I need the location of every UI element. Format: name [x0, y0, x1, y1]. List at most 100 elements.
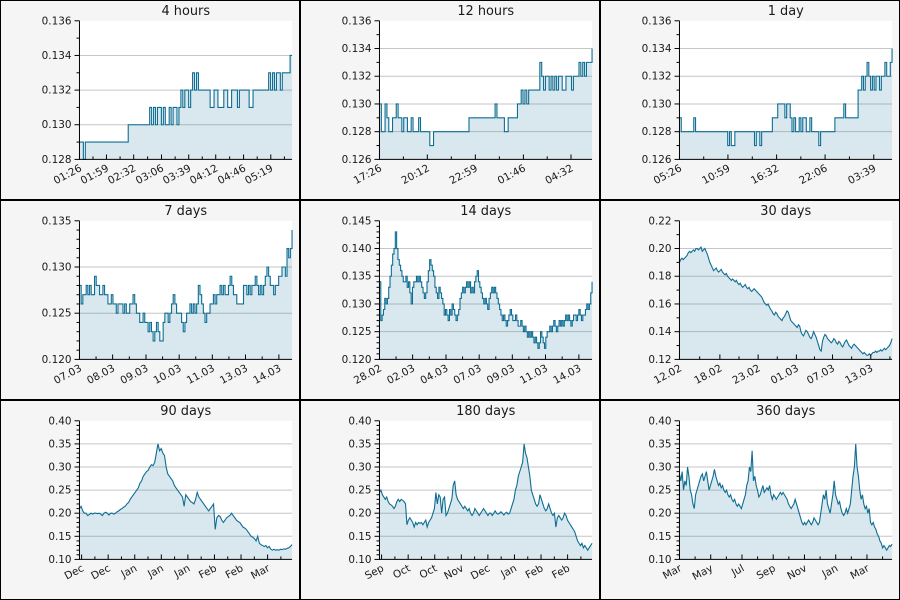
y-tick-label: 0.20 [648, 508, 671, 520]
chart-panel-360-days: 0.10 0.15 0.20 0.25 0.30 0.35 0.40 Mar May Jul Sep… [600, 400, 900, 600]
y-axis-labels: 0.10 0.15 0.20 0.25 0.30 0.35 0.40 [648, 415, 671, 566]
y-tick-label: 0.136 [642, 15, 672, 27]
x-tick-label: Jan [819, 562, 840, 581]
y-tick-label: 0.125 [42, 308, 72, 320]
y-tick-label: 0.128 [342, 126, 372, 138]
y-tick-label: 0.136 [42, 15, 72, 27]
y-axis-labels: 0.120 0.125 0.130 0.135 [42, 215, 72, 366]
y-tick-label: 0.134 [42, 50, 72, 62]
x-axis-labels: 28.02 02.03 04.03 07.03 09.03 11.03 14.03 [352, 362, 583, 387]
x-tick-label: Feb [523, 562, 545, 581]
x-tick-label: Jan [145, 562, 166, 581]
tick-marks [74, 220, 280, 360]
x-tick-label: 07.03 [452, 362, 484, 387]
series-line [79, 443, 293, 551]
chart-panel-12-hours: 0.126 0.128 0.130 0.132 0.134 0.136 17:26 20:12… [300, 0, 600, 200]
y-tick-label: 0.135 [42, 215, 72, 227]
chart-title: 30 days [760, 204, 811, 219]
x-axis-labels: 05:26 10:59 16:32 22:06 03:39 [652, 162, 878, 187]
x-tick-label: 05:26 [652, 162, 684, 187]
x-tick-label: 07.03 [52, 362, 84, 387]
chart-4-hours: 0.128 0.130 0.132 0.134 0.136 01:2601:5902:32… [42, 4, 293, 187]
y-tick-label: 0.130 [342, 98, 372, 110]
y-tick-label: 0.135 [342, 271, 372, 283]
y-tick-label: 0.40 [648, 415, 671, 427]
series-fill [79, 55, 293, 160]
chart-panel-30-days: 0.12 0.14 0.16 0.18 0.20 0.22 12.02 18.02 23.02 0… [600, 200, 900, 400]
x-tick-label: 22:59 [448, 162, 480, 187]
x-tick-label: 14.03 [551, 362, 583, 387]
x-tick-label: Nov [785, 562, 809, 582]
plot-area [379, 220, 593, 360]
x-tick-label: 04:12 [188, 162, 220, 187]
y-tick-label: 0.134 [642, 43, 672, 55]
x-tick-label: 23.02 [731, 362, 763, 387]
x-tick-label: 03:39 [846, 162, 878, 187]
y-tick-label: 0.15 [648, 531, 671, 543]
series-line [678, 246, 893, 357]
y-tick-label: 0.15 [48, 531, 71, 543]
tick-marks [374, 220, 580, 360]
x-tick-label: Jan [498, 562, 519, 581]
y-axis-labels: 0.120 0.125 0.130 0.135 0.140 0.145 [342, 215, 372, 366]
chart-title: 180 days [456, 404, 515, 419]
chart-title: 4 hours [161, 4, 210, 19]
y-tick-label: 0.40 [48, 415, 71, 427]
x-tick-label: Mar [848, 562, 872, 582]
x-tick-label: 22:06 [797, 162, 829, 187]
y-tick-label: 0.136 [342, 15, 372, 27]
chart-title: 1 day [768, 4, 804, 19]
x-tick-label: Feb [223, 562, 245, 581]
tick-marks [374, 420, 582, 560]
x-axis-labels: Mar May Jul Sep Nov Jan Mar [661, 562, 872, 583]
x-tick-label: 14.03 [251, 362, 283, 387]
y-tick-label: 0.128 [642, 126, 672, 138]
y-tick-label: 0.40 [348, 415, 371, 427]
x-tick-label: 03:06 [134, 162, 166, 187]
series-fill [79, 230, 293, 360]
series-fill [79, 443, 293, 560]
chart-360-days: 0.10 0.15 0.20 0.25 0.30 0.35 0.40 Mar May Jul Sep… [648, 404, 893, 583]
y-tick-label: 0.10 [348, 554, 371, 566]
y-tick-label: 0.128 [42, 154, 72, 166]
tick-marks [674, 420, 884, 560]
y-axis-labels: 0.10 0.15 0.20 0.25 0.30 0.35 0.40 [348, 415, 371, 566]
series-line [79, 230, 293, 342]
y-tick-label: 0.16 [648, 298, 671, 310]
x-tick-label: 09.03 [485, 362, 517, 387]
x-tick-label: Dec [469, 562, 493, 582]
x-tick-label: Jul [729, 562, 747, 579]
chart-panel-90-days: 0.10 0.15 0.20 0.25 0.30 0.35 0.40 Dec Dec Jan Jan… [0, 400, 300, 600]
y-axis-labels: 0.10 0.15 0.20 0.25 0.30 0.35 0.40 [48, 415, 71, 566]
x-tick-label: 16:32 [749, 162, 781, 187]
y-tick-label: 0.18 [648, 271, 671, 283]
tick-marks [74, 20, 285, 160]
y-tick-label: 0.20 [648, 243, 671, 255]
chart-14-days: 0.120 0.125 0.130 0.135 0.140 0.145 28.02 02.03… [342, 204, 593, 387]
chart-12-hours: 0.126 0.128 0.130 0.132 0.134 0.136 17:26 20:12… [342, 4, 593, 187]
chart-panel-7-days: 0.120 0.125 0.130 0.135 07.03 08.03 09.03 10.03… [0, 200, 300, 400]
x-tick-label: 13.03 [843, 362, 875, 387]
x-tick-label: 01:59 [79, 162, 111, 187]
x-tick-label: Jan [172, 562, 193, 581]
x-tick-label: Mar [249, 562, 273, 582]
series-fill [379, 48, 593, 160]
gridlines [79, 266, 293, 314]
x-tick-label: Oct [391, 562, 413, 581]
y-axis-labels: 0.128 0.130 0.132 0.134 0.136 [42, 15, 72, 166]
y-tick-label: 0.20 [348, 508, 371, 520]
x-tick-label: 05:19 [243, 162, 275, 187]
plot-area [679, 20, 893, 160]
y-tick-label: 0.130 [342, 298, 372, 310]
series-line [678, 443, 893, 552]
gridlines [379, 443, 593, 537]
y-tick-label: 0.14 [648, 326, 672, 338]
x-tick-label: 12.02 [652, 362, 684, 387]
x-tick-label: 20:12 [400, 162, 432, 187]
x-tick-label: 04:46 [216, 162, 248, 187]
x-tick-label: Sep [755, 562, 778, 582]
y-tick-label: 0.30 [348, 461, 371, 473]
y-tick-label: 0.30 [648, 461, 671, 473]
